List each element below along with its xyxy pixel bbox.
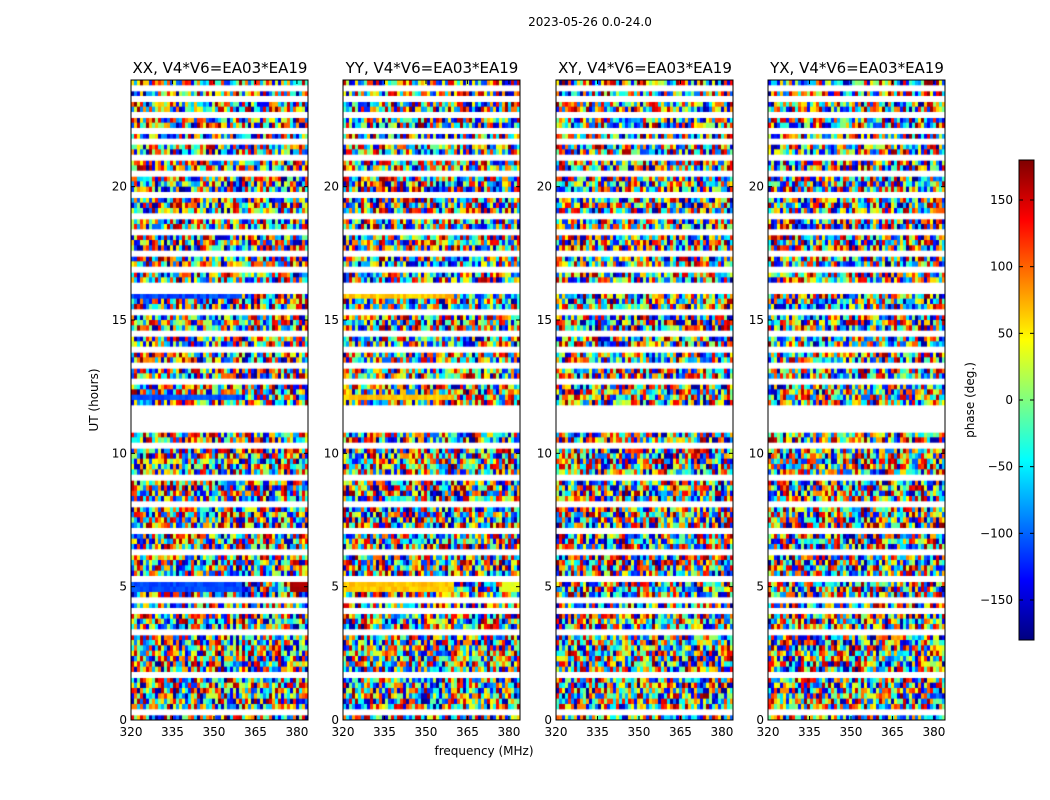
x-tick-label: 380 xyxy=(285,725,308,739)
y-tick-label: 5 xyxy=(544,580,552,594)
x-tick-label: 350 xyxy=(628,725,651,739)
y-tick-label: 20 xyxy=(324,180,339,194)
x-tick-label: 380 xyxy=(497,725,520,739)
y-tick-label: 10 xyxy=(324,446,339,460)
x-tick-label: 350 xyxy=(415,725,438,739)
panel-title-xy: XY, V4*V6=EA03*EA19 xyxy=(558,59,732,77)
y-tick-label: 5 xyxy=(756,580,764,594)
colorbar-tick-label: −50 xyxy=(988,460,1013,474)
y-tick-label: 20 xyxy=(112,180,127,194)
colorbar-tick-label: 0 xyxy=(1005,393,1013,407)
x-tick-label: 350 xyxy=(203,725,226,739)
colorbar: −150 −100 −50 0 50 100 150 phase (deg.) xyxy=(963,159,1035,641)
y-tick-label: 10 xyxy=(112,446,127,460)
x-tick-label: 335 xyxy=(798,725,821,739)
axes-frame-xx xyxy=(130,79,309,721)
heatmap-yy xyxy=(343,80,520,720)
y-tick-label: 0 xyxy=(119,713,127,727)
colorbar-tick-label: 50 xyxy=(998,326,1013,340)
panel-yx: YX, V4*V6=EA03*EA19 320 335 350 365 380 0 5 10 1… xyxy=(749,59,946,739)
phase-image xyxy=(556,80,733,720)
panel-title-yx: YX, V4*V6=EA03*EA19 xyxy=(769,59,944,77)
ticks-yx: 320 335 350 365 380 0 5 10 15 20 xyxy=(749,80,945,739)
y-tick-label: 5 xyxy=(119,580,127,594)
y-tick-label: 0 xyxy=(331,713,339,727)
x-tick-label: 320 xyxy=(332,725,355,739)
x-tick-label: 320 xyxy=(120,725,143,739)
x-tick-label: 380 xyxy=(710,725,733,739)
y-tick-label: 15 xyxy=(537,313,552,327)
panel-yy: YY, V4*V6=EA03*EA19 320 335 350 365 380 0 5 10 1… xyxy=(324,59,521,739)
heatmap-xy xyxy=(556,80,733,720)
x-axis-label: frequency (MHz) xyxy=(434,744,533,758)
y-tick-label: 15 xyxy=(112,313,127,327)
ticks-xx: 320 335 350 365 380 0 5 10 15 20 xyxy=(112,80,308,739)
x-tick-label: 365 xyxy=(244,725,267,739)
x-tick-label: 365 xyxy=(881,725,904,739)
y-tick-label: 10 xyxy=(537,446,552,460)
colorbar-tick-label: 150 xyxy=(990,193,1013,207)
x-tick-label: 335 xyxy=(586,725,609,739)
panel-title-xx: XX, V4*V6=EA03*EA19 xyxy=(133,59,308,77)
x-tick-label: 350 xyxy=(840,725,863,739)
y-tick-label: 20 xyxy=(537,180,552,194)
y-tick-label: 10 xyxy=(749,446,764,460)
y-axis-label: UT (hours) xyxy=(87,368,101,431)
phase-image xyxy=(131,80,308,720)
x-tick-label: 365 xyxy=(456,725,479,739)
heatmap-yx xyxy=(768,80,945,720)
colorbar-tick-label: −100 xyxy=(980,526,1013,540)
panel-xy: XY, V4*V6=EA03*EA19 320 335 350 365 380 0 5 10 1… xyxy=(537,59,734,739)
x-tick-label: 335 xyxy=(373,725,396,739)
colorbar-tick-label: 100 xyxy=(990,260,1013,274)
panel-xx: XX, V4*V6=EA03*EA19 320 335 350 365 380 0 5 10 1… xyxy=(112,59,309,739)
figure-title: 2023-05-26 0.0-24.0 xyxy=(528,15,652,29)
axes-frame-yx xyxy=(767,79,946,721)
ticks-yy: 320 335 350 365 380 0 5 10 15 20 xyxy=(324,80,520,739)
colorbar-ticks: −150 −100 −50 0 50 100 150 xyxy=(980,193,1034,607)
ticks-xy: 320 335 350 365 380 0 5 10 15 20 xyxy=(537,80,733,739)
x-tick-label: 320 xyxy=(545,725,568,739)
y-tick-label: 0 xyxy=(544,713,552,727)
y-tick-label: 15 xyxy=(749,313,764,327)
heatmap-xx xyxy=(131,80,308,720)
y-tick-label: 20 xyxy=(749,180,764,194)
phase-image xyxy=(343,80,520,720)
y-tick-label: 15 xyxy=(324,313,339,327)
phase-image xyxy=(768,80,945,720)
colorbar-tick-label: −150 xyxy=(980,593,1013,607)
x-tick-label: 380 xyxy=(922,725,945,739)
y-tick-label: 5 xyxy=(331,580,339,594)
panel-title-yy: YY, V4*V6=EA03*EA19 xyxy=(345,59,519,77)
y-tick-label: 0 xyxy=(756,713,764,727)
x-tick-label: 365 xyxy=(669,725,692,739)
x-tick-label: 320 xyxy=(757,725,780,739)
colorbar-gradient xyxy=(1019,160,1034,640)
axes-frame-xy xyxy=(555,79,734,721)
x-tick-label: 335 xyxy=(161,725,184,739)
colorbar-label: phase (deg.) xyxy=(963,362,977,438)
axes-frame-yy xyxy=(342,79,521,721)
